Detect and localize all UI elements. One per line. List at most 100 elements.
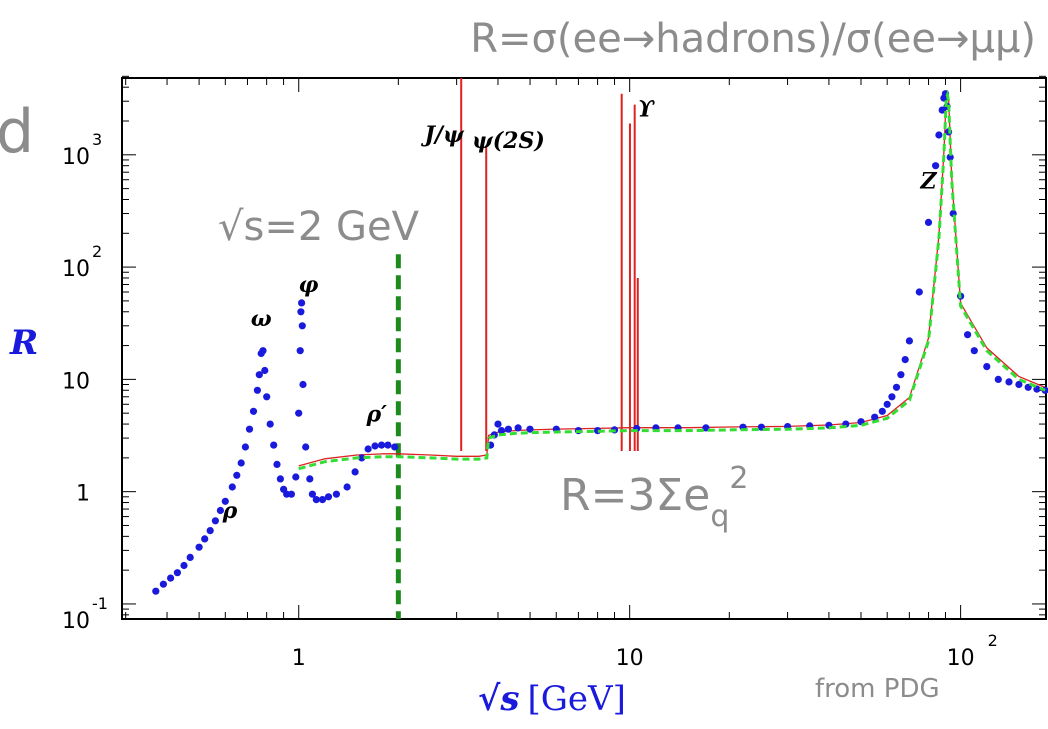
data-point [312, 496, 320, 504]
data-point [249, 407, 258, 415]
plot-frame [121, 77, 1047, 620]
data-point [526, 425, 534, 433]
parton-formula: R=3Σeq2 [560, 461, 748, 534]
data-point [497, 427, 506, 435]
energy-cut-label: √s=2 GeV [218, 204, 420, 250]
data-point [932, 162, 940, 170]
data-point [263, 393, 271, 401]
x-tick-label: 10 [947, 646, 975, 671]
data-point [883, 400, 891, 408]
data-point [391, 443, 399, 451]
data-point [255, 371, 263, 379]
x-tick-label: 1 [292, 646, 306, 671]
parton-formula-base: R=3Σe [560, 470, 710, 521]
data-point [273, 460, 281, 468]
data-point [897, 371, 905, 379]
data-point [878, 407, 886, 415]
data-point [514, 424, 522, 432]
data-point [358, 454, 366, 462]
data-point [892, 383, 901, 391]
data-point [905, 337, 914, 345]
x-tick-label: 10 [616, 646, 644, 671]
data-point [343, 483, 351, 491]
data-point [888, 393, 896, 401]
data-point [159, 580, 167, 588]
data-point [152, 587, 160, 595]
measurement-points [152, 90, 1048, 595]
data-point [1015, 380, 1023, 389]
prediction-curve-green [298, 89, 1046, 471]
data-point [228, 483, 236, 491]
data-point [206, 527, 214, 535]
resonance-label: φ [298, 272, 318, 298]
data-point [287, 490, 295, 498]
data-point [702, 424, 710, 432]
y-tick-label: 1 [76, 482, 90, 507]
y-tick-label: 10 [62, 257, 90, 282]
data-point [970, 347, 978, 355]
resonance-label: ψ(2S) [472, 128, 545, 154]
data-point [915, 288, 923, 296]
data-point [270, 441, 278, 449]
data-point [364, 445, 372, 453]
parton-formula-sub: q [710, 499, 729, 534]
prediction-curve-red [298, 89, 1046, 467]
data-point [173, 569, 181, 577]
resonance-label: ϒ [638, 96, 656, 122]
data-point [994, 375, 1002, 383]
data-point [216, 506, 224, 515]
data-point [221, 497, 229, 505]
data-point [871, 413, 879, 421]
data-point [504, 425, 512, 433]
data-point [186, 553, 194, 562]
data-point [324, 493, 333, 501]
data-point [299, 380, 307, 389]
y-tick-label-exponent: 2 [92, 242, 102, 261]
data-point [378, 441, 386, 449]
y-tick-label: 10 [62, 145, 90, 170]
x-axis-label: √s [GeV] [478, 679, 626, 719]
resonance-label: ρ [222, 498, 238, 524]
resonance-label: ω [251, 306, 272, 332]
resonance-label: J/ψ [421, 122, 465, 148]
y-axis-label: R [9, 323, 38, 363]
data-point [261, 366, 269, 375]
data-point [938, 106, 946, 114]
data-point [494, 420, 502, 428]
data-point [233, 471, 241, 479]
data-point [259, 347, 267, 355]
y-tick-label: 10 [62, 369, 90, 394]
data-point [1005, 378, 1013, 386]
data-point [351, 468, 359, 476]
data-point [295, 409, 303, 417]
x-axis-label-unit: [GeV] [528, 679, 626, 719]
data-point [318, 496, 327, 504]
data-point [302, 443, 310, 451]
data-point [245, 425, 254, 433]
data-point [195, 543, 203, 551]
resonance-spikes [460, 78, 639, 452]
data-point [298, 299, 306, 307]
data-point [276, 475, 284, 483]
data-point [308, 490, 316, 498]
resonance-label: ρ′ [365, 402, 387, 428]
y-tick-label: 10 [62, 609, 90, 634]
data-point [371, 442, 379, 450]
data-point [298, 322, 306, 330]
data-point [964, 331, 972, 339]
parton-formula-sup: 2 [729, 461, 748, 496]
data-point [167, 574, 175, 582]
data-point [384, 441, 392, 449]
resonance-labels: ρ ωφ ρ′ J/ψ ψ(2S) ϒ Z [222, 96, 938, 524]
data-point [983, 363, 991, 371]
data-point [211, 517, 219, 525]
x-tick-label-exponent: 2 [988, 631, 998, 650]
data-point [296, 347, 304, 355]
y-tick-label-exponent: 3 [92, 130, 102, 149]
resonance-label: Z [919, 169, 937, 195]
x-axis-label-main: √s [478, 679, 520, 719]
source-label: from PDG [815, 674, 940, 704]
data-point [237, 459, 245, 467]
